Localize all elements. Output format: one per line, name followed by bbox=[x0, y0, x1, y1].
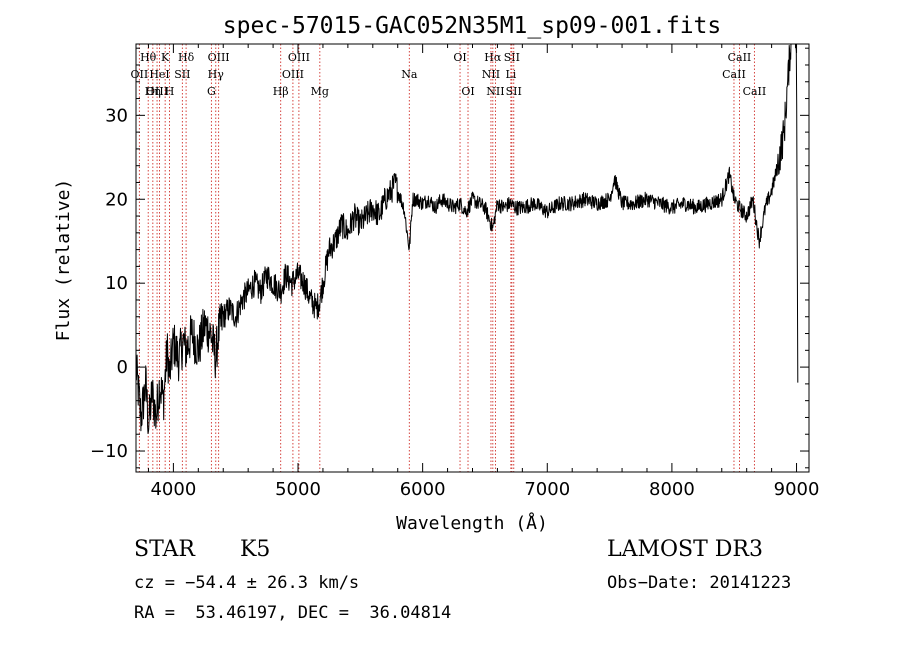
line-label-22: Li bbox=[505, 68, 516, 81]
line-label-5: Hη bbox=[145, 85, 161, 98]
line-label-10: Hγ bbox=[208, 68, 225, 81]
x-tick-label-3: 7000 bbox=[524, 479, 570, 500]
line-label-25: CaII bbox=[728, 51, 752, 64]
line-label-16: Na bbox=[401, 68, 418, 81]
line-label-12: OIII bbox=[288, 51, 310, 64]
line-label-18: OI bbox=[461, 85, 474, 98]
line-label-7: H bbox=[165, 85, 175, 98]
y-tick-label-2: 10 bbox=[105, 273, 128, 294]
chart-title: spec-57015-GAC052N35M1_sp09-001.fits bbox=[223, 13, 722, 39]
x-tick-label-4: 8000 bbox=[649, 479, 695, 500]
y-tick-label-1: 0 bbox=[117, 357, 128, 378]
line-label-0: Hθ bbox=[140, 51, 157, 64]
x-tick-label-5: 9000 bbox=[774, 479, 820, 500]
line-label-17: OI bbox=[453, 51, 466, 64]
line-label-14: Hβ bbox=[273, 85, 289, 98]
observation-date: Obs−Date: 20141223 bbox=[607, 573, 792, 593]
line-label-27: CaII bbox=[743, 85, 767, 98]
line-label-13: OIII bbox=[282, 68, 304, 81]
y-tick-label-4: 30 bbox=[105, 105, 128, 126]
survey-name: LAMOST DR3 bbox=[607, 537, 763, 562]
y-tick-label-3: 20 bbox=[105, 189, 128, 210]
line-label-20: SII bbox=[504, 51, 520, 64]
redshift-velocity: cz = −54.4 ± 26.3 km/s bbox=[134, 573, 360, 593]
line-label-15: Mg bbox=[311, 85, 329, 98]
line-label-8: Hδ bbox=[178, 51, 195, 64]
object-subclass: K5 bbox=[240, 537, 271, 562]
x-axis-label: Wavelength (Å) bbox=[396, 512, 548, 534]
line-label-21: NII bbox=[482, 68, 500, 81]
y-axis-label: Flux (relative) bbox=[53, 179, 74, 342]
line-label-1: OII bbox=[131, 68, 149, 81]
series-layer bbox=[136, 44, 799, 434]
line-label-2: OIII bbox=[146, 85, 168, 98]
x-tick-label-2: 6000 bbox=[400, 479, 446, 500]
x-tick-label-0: 4000 bbox=[150, 479, 196, 500]
y-tick-label-0: −10 bbox=[90, 441, 128, 462]
axis-ticks: 4000 5000 6000 7000 8000 9000 −10 0 10 20 30 bbox=[90, 44, 819, 500]
line-markers: Hθ OII OIII K HeI Hη SII H Hδ OIII Hγ G OIII OIII Hβ Mg… bbox=[131, 44, 767, 472]
line-label-9: OIII bbox=[208, 51, 230, 64]
line-label-4: HeI bbox=[149, 68, 169, 81]
object-class: STAR bbox=[134, 537, 195, 562]
series-line-flux bbox=[136, 44, 799, 434]
line-label-24: SII bbox=[506, 85, 522, 98]
line-label-26: CaII bbox=[722, 68, 746, 81]
plot-frame bbox=[135, 43, 810, 473]
line-label-19: Hα bbox=[484, 51, 502, 64]
line-label-3: K bbox=[161, 51, 170, 64]
line-label-6: SII bbox=[174, 68, 190, 81]
coordinates: RA = 53.46197, DEC = 36.04814 bbox=[134, 603, 452, 623]
line-label-23: NII bbox=[486, 85, 504, 98]
x-tick-label-1: 5000 bbox=[275, 479, 321, 500]
line-label-11: G bbox=[207, 85, 216, 98]
